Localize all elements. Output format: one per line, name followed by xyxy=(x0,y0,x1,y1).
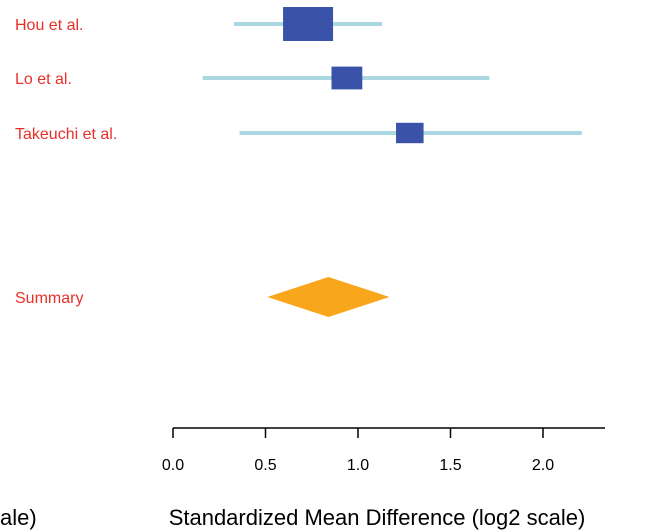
point-estimate-box xyxy=(331,66,363,90)
x-tick-label: 1.0 xyxy=(347,457,369,474)
summary-label: Summary xyxy=(15,290,83,307)
x-axis-title: Standardized Mean Difference (log2 scale… xyxy=(169,505,586,530)
summary-mark xyxy=(267,277,390,317)
point-estimate-box xyxy=(396,122,424,144)
summary-diamond xyxy=(267,277,390,317)
x-tick-label: 2.0 xyxy=(532,457,554,474)
study-label: Lo et al. xyxy=(15,71,72,88)
study-label: Takeuchi et al. xyxy=(15,126,117,143)
study-marks xyxy=(202,7,582,144)
x-tick-label: 0.0 xyxy=(162,457,184,474)
x-tick-label: 1.5 xyxy=(439,457,461,474)
x-axis: 0.0 0.5 1.0 1.5 2.0 xyxy=(162,427,605,474)
point-estimate-box xyxy=(283,7,334,41)
study-label: Hou et al. xyxy=(15,17,83,34)
x-tick-label: 0.5 xyxy=(254,457,276,474)
x-axis-title-fragment: ale) xyxy=(0,505,37,530)
study-labels: Hou et al. Lo et al. Takeuchi et al. Summar… xyxy=(15,17,117,307)
